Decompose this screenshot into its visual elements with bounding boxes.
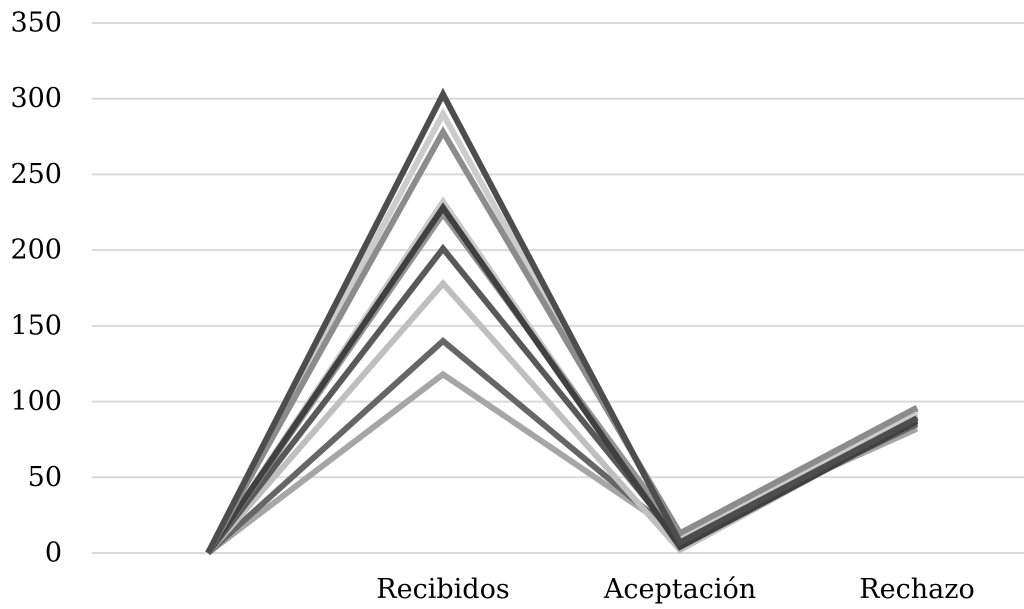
y-tick-label: 300 — [10, 83, 62, 114]
series-line-8 — [205, 107, 919, 555]
x-axis-tick-labels: Recibidos Aceptación Rechazo — [376, 574, 974, 605]
y-axis-tick-labels: 0 50 100 150 200 250 300 350 — [10, 8, 62, 569]
y-tick-label: 50 — [28, 462, 62, 493]
x-tick-label: Recibidos — [376, 574, 509, 605]
y-tick-label: 350 — [10, 8, 62, 39]
series-lines — [205, 87, 919, 556]
y-tick-label: 150 — [10, 310, 62, 341]
series-line-10 — [205, 87, 919, 555]
x-tick-label: Rechazo — [859, 574, 974, 605]
y-tick-label: 0 — [45, 538, 62, 569]
gridlines — [92, 22, 1024, 554]
y-tick-label: 100 — [10, 386, 62, 417]
series-line-7 — [205, 202, 919, 555]
x-tick-label: Aceptación — [603, 574, 756, 605]
y-tick-label: 200 — [10, 235, 62, 266]
series-line-9 — [205, 125, 919, 555]
y-tick-label: 250 — [10, 159, 62, 190]
